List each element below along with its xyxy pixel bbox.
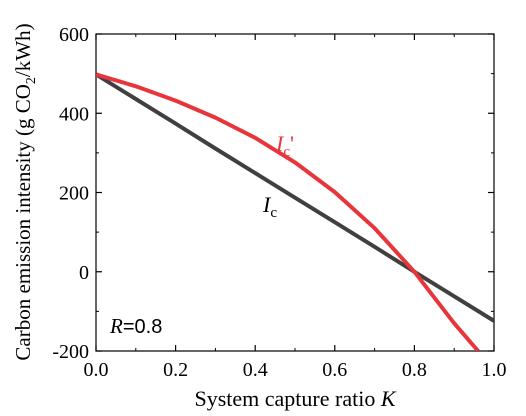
- x-axis-ticks: 0.0 0.2 0.4 0.6 0.8 1.0: [84, 34, 507, 381]
- series-label-ic-prime: Ic': [275, 131, 294, 160]
- y-tick-label: 400: [59, 103, 89, 125]
- series-label-ic: Ic: [262, 192, 277, 221]
- y-tick-label: 600: [59, 24, 89, 46]
- series-lines: [96, 72, 494, 351]
- annotation-r: R=0.8: [109, 314, 162, 338]
- x-tick-label: 0.0: [84, 359, 109, 381]
- y-axis-ticks: -200 0 200 400 600: [52, 24, 494, 363]
- series-line-ic: [96, 72, 494, 323]
- y-tick-label: -200: [52, 341, 89, 363]
- plot-area: [95, 33, 495, 352]
- y-tick-label: 200: [59, 183, 89, 205]
- y-tick-label: 0: [79, 262, 89, 284]
- series-line-ic-prime: [96, 72, 480, 351]
- y-axis-label: Carbon emission intensity (g CO2/kWh): [11, 23, 39, 360]
- x-tick-label: 0.4: [243, 359, 268, 381]
- x-tick-label: 0.6: [322, 359, 347, 381]
- x-axis-label: System capture ratio K: [194, 386, 396, 411]
- x-tick-label: 1.0: [482, 359, 507, 381]
- x-tick-label: 0.8: [402, 359, 427, 381]
- x-tick-label: 0.2: [163, 359, 188, 381]
